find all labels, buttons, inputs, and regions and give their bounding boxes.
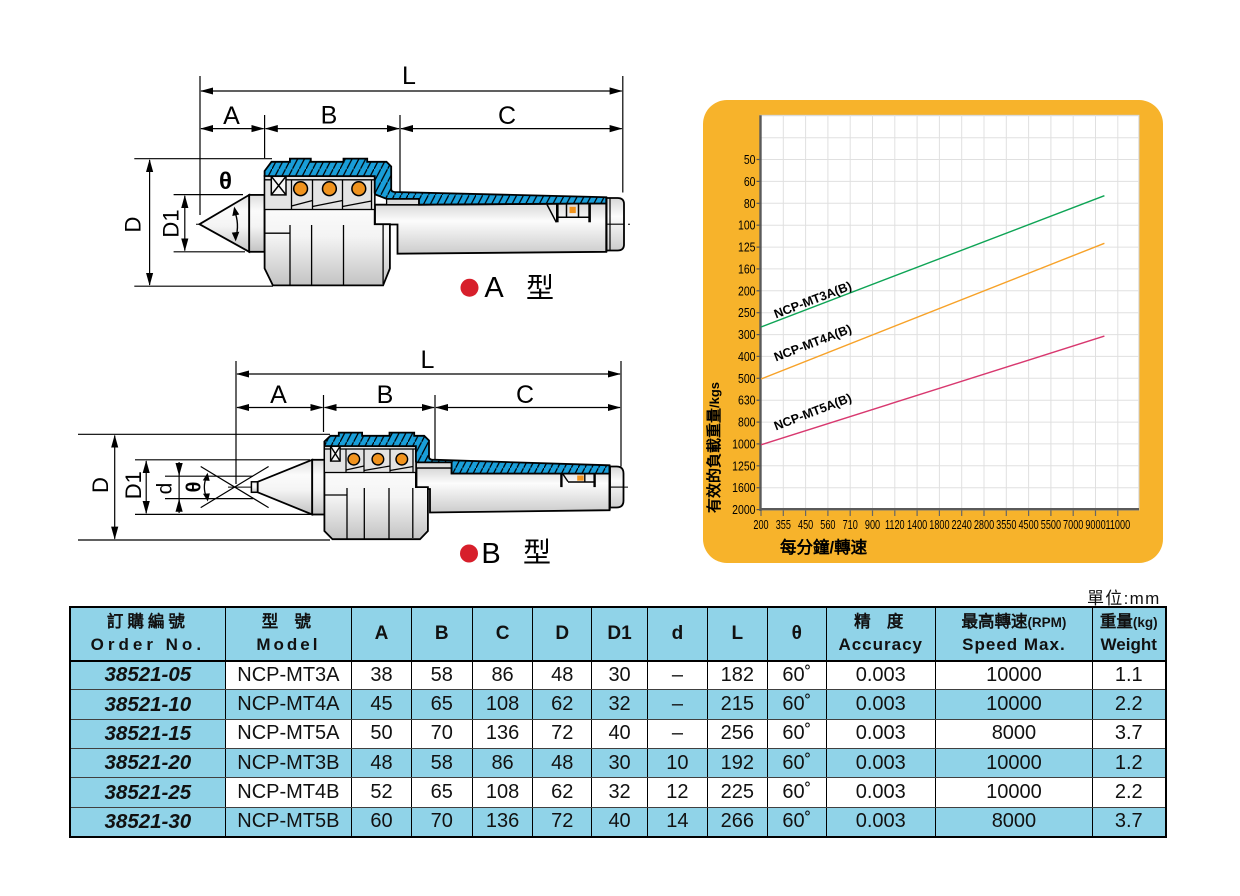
svg-text:300: 300 (738, 328, 756, 342)
svg-text:100: 100 (738, 219, 756, 233)
svg-text:50: 50 (744, 153, 756, 167)
svg-text:2800: 2800 (974, 519, 994, 533)
svg-text:5500: 5500 (1041, 519, 1061, 533)
svg-text:A: A (223, 102, 240, 130)
svg-text:L: L (421, 346, 435, 374)
svg-text:1000: 1000 (732, 437, 756, 451)
svg-text:1600: 1600 (732, 481, 756, 495)
svg-text:d: d (154, 483, 177, 495)
svg-text:710: 710 (843, 519, 858, 533)
svg-text:160: 160 (738, 262, 756, 276)
svg-text:D1: D1 (159, 209, 184, 237)
svg-text:D1: D1 (121, 471, 146, 499)
svg-text:9000: 9000 (1085, 519, 1105, 533)
svg-text:200: 200 (753, 519, 768, 533)
svg-text:630: 630 (738, 394, 756, 408)
svg-text:C: C (498, 102, 516, 130)
svg-text:型: 型 (523, 537, 551, 568)
svg-text:560: 560 (820, 519, 835, 533)
svg-text:1250: 1250 (732, 459, 756, 473)
svg-text:B: B (321, 102, 338, 130)
svg-text:θ: θ (184, 482, 206, 493)
svg-text:B: B (377, 381, 394, 409)
svg-text:450: 450 (798, 519, 813, 533)
svg-text:C: C (516, 381, 534, 409)
svg-text:D: D (88, 477, 113, 493)
svg-text:200: 200 (738, 284, 756, 298)
svg-text:L: L (402, 62, 416, 90)
svg-text:11000: 11000 (1105, 519, 1130, 533)
svg-text:250: 250 (738, 306, 756, 320)
svg-text:800: 800 (738, 416, 756, 430)
svg-text:型: 型 (526, 273, 554, 304)
svg-text:2000: 2000 (732, 503, 756, 517)
svg-text:A: A (270, 381, 287, 409)
svg-text:500: 500 (738, 372, 756, 386)
svg-text:1120: 1120 (885, 519, 905, 533)
svg-text:1400: 1400 (907, 519, 927, 533)
svg-text:900: 900 (865, 519, 880, 533)
svg-text:1800: 1800 (929, 519, 949, 533)
svg-text:4500: 4500 (1018, 519, 1038, 533)
svg-text:有效的負載重量/kgs: 有效的負載重量/kgs (705, 382, 723, 513)
svg-text:θ: θ (219, 168, 232, 195)
svg-text:2240: 2240 (952, 519, 972, 533)
svg-text:60: 60 (744, 175, 756, 189)
svg-text:355: 355 (776, 519, 791, 533)
svg-text:A: A (484, 272, 504, 304)
svg-text:7000: 7000 (1063, 519, 1083, 533)
svg-text:400: 400 (738, 350, 756, 364)
svg-text:D: D (121, 217, 146, 233)
svg-text:3550: 3550 (996, 519, 1016, 533)
svg-text:80: 80 (744, 197, 756, 211)
svg-text:B: B (481, 538, 500, 570)
svg-text:每分鐘/轉速: 每分鐘/轉速 (780, 537, 868, 557)
svg-text:125: 125 (738, 241, 756, 255)
